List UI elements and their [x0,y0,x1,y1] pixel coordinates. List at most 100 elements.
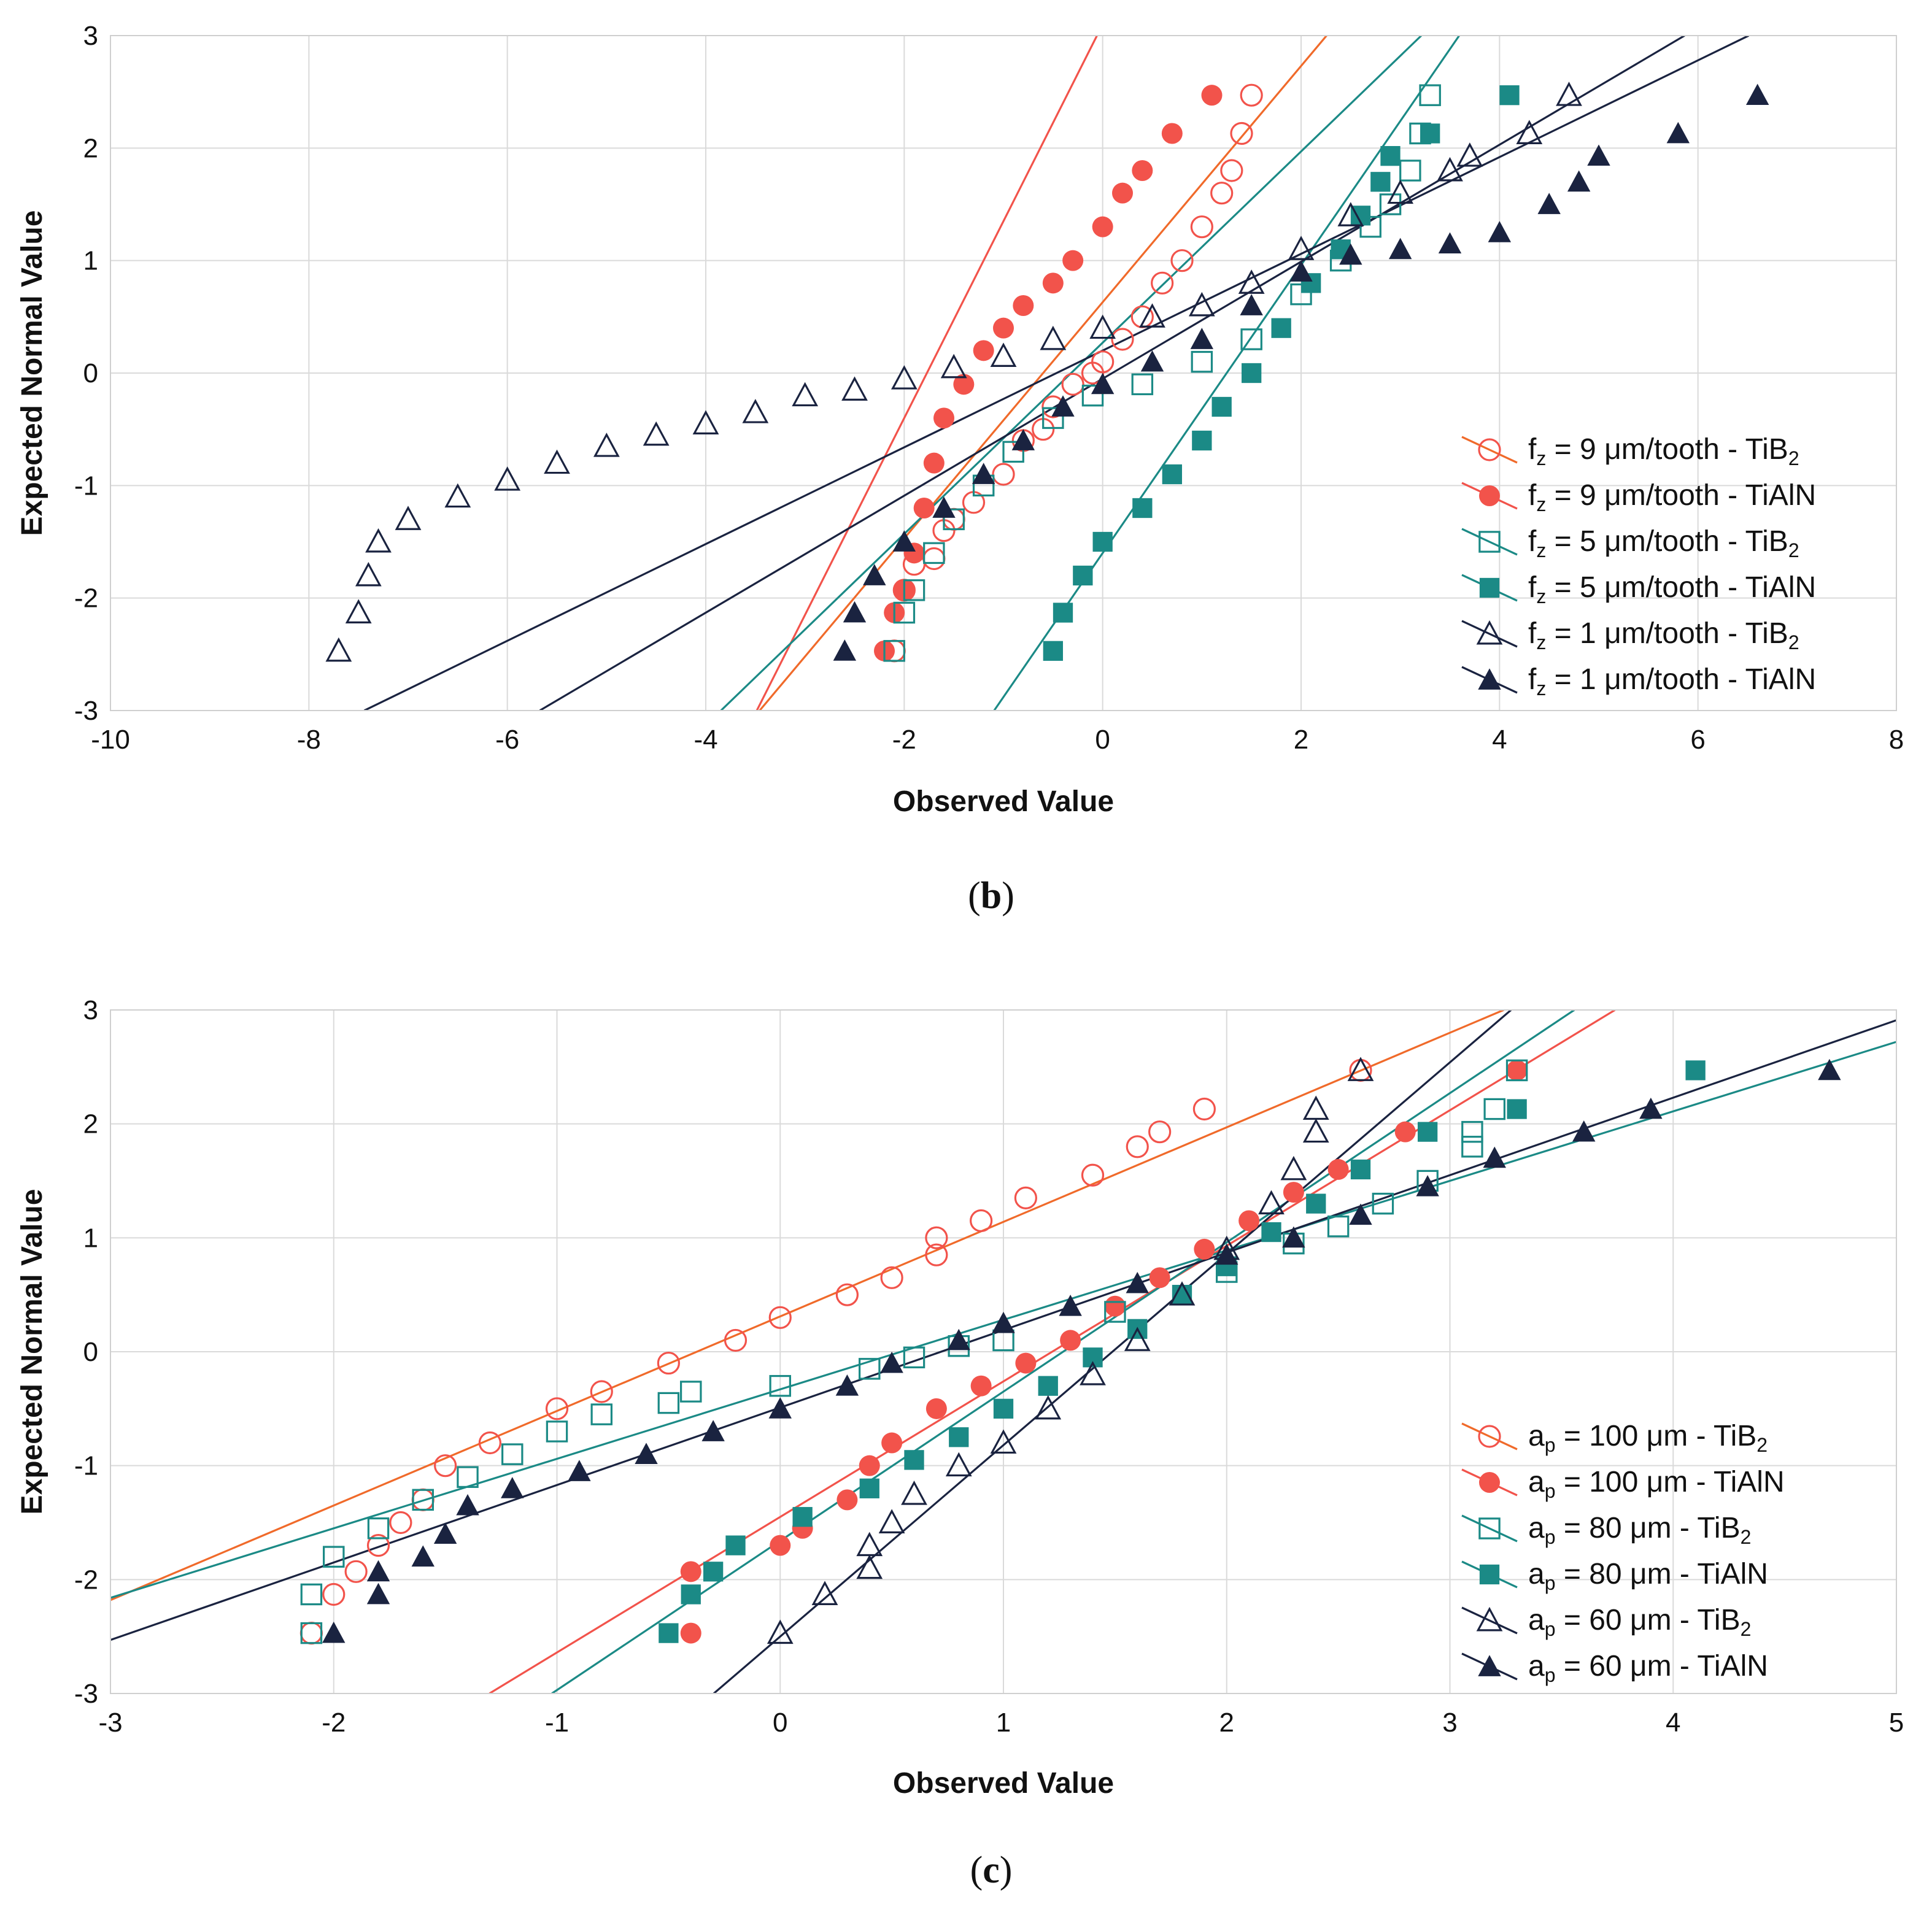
panel-b-series-4-point [1162,464,1182,485]
legend-text: = 1 μm/tooth - TiB [1546,617,1788,650]
panel-b-legend-label-3: fz = 5 μm/tooth - TiB2 [1528,525,1799,561]
panel-c-x-tick-label: -2 [322,1708,346,1738]
panel-b-legend-line-5 [1461,620,1518,648]
panel-b-series-5-point [325,637,352,662]
panel-b-series-6-point [1091,372,1115,395]
panel-b-series-4-point [1132,498,1153,518]
panel-c-series-6-point [1483,1146,1506,1168]
legend-text: = 80 μm - TiB [1556,1512,1741,1544]
panel-c-series-6-point [835,1374,859,1396]
panel-c-series-2-point [1104,1295,1126,1317]
panel-c-series-6-point [1416,1175,1439,1196]
panel-c-series-1-point [366,1534,390,1557]
panel-b-series-5-point [365,528,392,553]
panel-c-series-6-point [501,1477,524,1498]
panel-c-series-4-point [1038,1376,1058,1396]
panel-c-series-1-point [970,1209,993,1233]
panel-c-series-1-point [1014,1186,1037,1209]
panel-b-series-5-point [1089,314,1116,339]
panel-c-series-3-point [1104,1301,1126,1323]
panel-b-series-3-point [1290,283,1312,306]
panel-b-series-4-point [1370,172,1391,192]
panel-b-series-2-point [1042,272,1064,294]
legend-text: = 5 μm/tooth - TiAlN [1546,571,1816,604]
panel-c-series-6-point [322,1621,346,1643]
panel-c-series-4-point [659,1623,679,1643]
panel-c-series-2-point [770,1535,791,1556]
panel-c-series-4-point [1417,1122,1438,1142]
panel-c-x-tick-label: -3 [98,1708,122,1738]
panel-b-series-2-point [923,452,945,474]
panel-b-series-2-point [933,407,954,429]
panel-c-series-5-point [1258,1190,1285,1215]
panel-c-series-1-point [545,1397,569,1420]
panel-b-series-1-point [1210,182,1234,205]
panel-c-series-5-point [1080,1361,1106,1385]
panel-c-series-3-point [903,1346,925,1369]
panel-c-series-5-point [1280,1155,1307,1181]
panel-c-series-3-point [457,1466,479,1488]
panel-c-series-6-point [1572,1120,1596,1142]
panel-b-series-2-point [913,498,935,518]
panel-c-series-5-point [1035,1395,1062,1420]
panel-c-series-4-point [1685,1060,1706,1081]
panel-b-series-6-point [1289,260,1313,282]
panel-c-series-1-point [1126,1135,1149,1158]
panel-c-series-6-point [947,1328,970,1351]
panel-b-series-3-point [1131,373,1154,396]
panel-b-grid [110,35,1897,711]
panel-c-y-tick-label: -1 [74,1451,98,1481]
panel-b-series-3-point [1399,160,1421,182]
panel-b-series-6-point [1051,395,1075,417]
panel-b-x-axis-label: Observed Value [893,785,1114,818]
panel-b-series-3-point [893,601,916,624]
legend-text: f [1528,479,1537,512]
legend-text: f [1528,571,1537,604]
panel-b-series-6-point [1140,350,1164,372]
panel-b-series-6-point [1339,243,1362,265]
panel-c-series-3-point [300,1583,323,1606]
panel-c-x-tick-label: 4 [1666,1708,1680,1738]
panel-c-series-5-point [901,1481,927,1505]
legend-text: a [1528,1558,1545,1590]
legend-subscript: 2 [1788,447,1799,469]
panel-b-fit-line-6 [539,36,1685,711]
panel-c-series-5-point [767,1619,794,1644]
panel-c-y-tick-label: -3 [74,1679,98,1709]
panel-c-y-tick-label: 2 [83,1109,98,1139]
panel-c-series-6-point [1059,1295,1082,1316]
panel-c-legend-marker-2 [1479,1472,1500,1493]
panel-c-series-4-point [792,1507,813,1527]
panel-b-series-5-point [841,376,868,401]
panel-b-series-6-point [1438,232,1462,254]
panel-c-series-2-point [1149,1267,1170,1289]
panel-b-x-tick-label: -2 [892,725,916,755]
panel-c-caption-letter: c [983,1849,1000,1891]
panel-c-series-6-point [1282,1226,1305,1248]
panel-c-legend-marker-3 [1478,1517,1501,1539]
legend-text: f [1528,525,1537,558]
panel-c-series-4-point [859,1478,879,1498]
panel-c-x-tick-label: 5 [1889,1708,1904,1738]
panel-c-y-tick-labels: -3 -2 -1 0 1 2 3 [74,995,98,1709]
panel-b-series-4-point [1073,565,1093,586]
panel-c-series-3-point [1483,1098,1506,1120]
panel-b-x-tick-label: 0 [1095,725,1110,755]
panel-b-series-6-point [833,639,857,661]
panel-c-fit-line-5 [713,1010,1512,1693]
panel-b-series-4-point [1420,123,1440,144]
panel-c-series-4-point [703,1562,724,1582]
panel-c-series-1-point [925,1243,948,1266]
panel-c-series-6-point [433,1522,457,1544]
panel-b-series-5-point [1238,269,1265,294]
panel-c-series-3-point [1372,1192,1394,1215]
panel-b-x-tick-label: 2 [1294,725,1308,755]
panel-b-series-3-point [1379,193,1402,215]
panel-b-series-1-point [922,547,946,571]
panel-b-series-5-point [1437,156,1463,182]
panel-b-series-4-point [1242,363,1262,383]
panel-b-series-2-point [993,317,1014,339]
panel-c-series-3-point [1461,1120,1483,1143]
